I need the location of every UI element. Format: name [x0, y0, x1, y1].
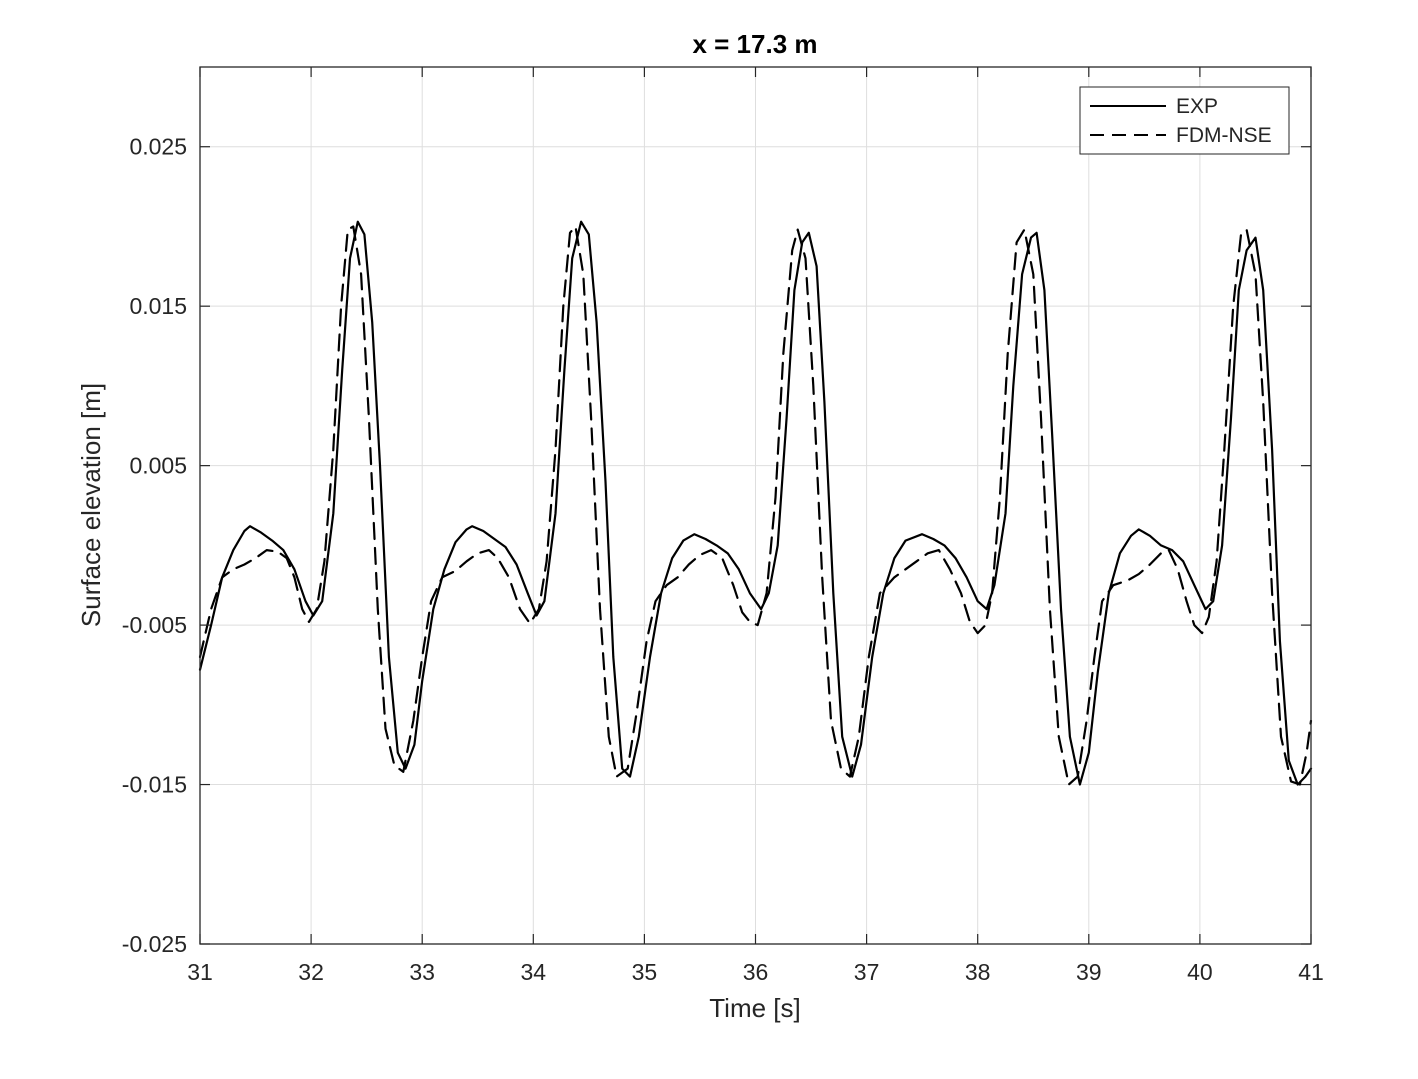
ticks [199, 67, 1312, 945]
x-tick-label: 32 [298, 959, 324, 985]
x-tick-label: 38 [965, 959, 991, 985]
y-tick-labels: -0.025 -0.015 -0.005 0.005 0.015 0.025 [122, 134, 187, 957]
y-tick-label: 0.015 [129, 293, 187, 319]
y-axis-label: Surface elevation [m] [76, 383, 106, 627]
x-tick-label: 35 [632, 959, 658, 985]
x-tick-label: 34 [521, 959, 547, 985]
legend-box [1079, 86, 1290, 155]
y-tick-label: 0.025 [129, 134, 187, 160]
legend-label-exp: EXP [1176, 95, 1218, 118]
y-tick-label: -0.015 [122, 772, 187, 798]
y-tick-label: 0.005 [129, 453, 187, 479]
x-tick-label: 37 [854, 959, 880, 985]
x-tick-labels: 31 32 33 34 35 36 37 38 39 40 41 [187, 959, 1324, 985]
chart-title: x = 17.3 m [692, 29, 817, 59]
y-tick-label: -0.005 [122, 612, 187, 638]
x-tick-label: 33 [409, 959, 435, 985]
y-tick-label: -0.025 [122, 931, 187, 957]
x-tick-label: 40 [1187, 959, 1213, 985]
legend: EXP FDM-NSE [1079, 86, 1290, 155]
series-layer [198, 220, 1313, 786]
x-tick-label: 36 [743, 959, 769, 985]
x-tick-label: 39 [1076, 959, 1102, 985]
series-line-fdm-nse [198, 225, 1313, 786]
legend-label-fdm-nse: FDM-NSE [1176, 124, 1272, 147]
x-tick-label: 31 [187, 959, 213, 985]
x-axis-label: Time [s] [709, 993, 800, 1023]
x-tick-label: 41 [1298, 959, 1324, 985]
